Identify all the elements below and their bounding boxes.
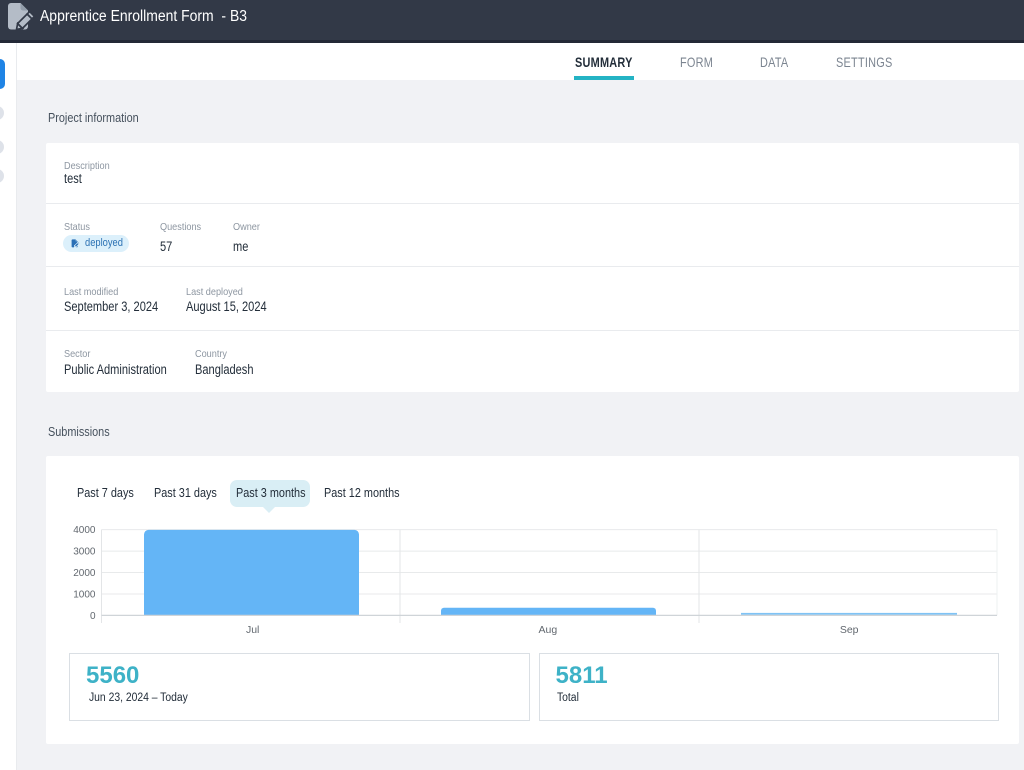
svg-text:2000: 2000: [73, 568, 96, 579]
svg-text:Aug: Aug: [539, 624, 558, 636]
svg-text:4000: 4000: [73, 525, 96, 536]
svg-text:Sep: Sep: [840, 624, 859, 636]
svg-text:0: 0: [90, 611, 96, 622]
svg-text:Jul: Jul: [246, 624, 259, 636]
svg-text:3000: 3000: [73, 547, 96, 558]
svg-text:1000: 1000: [73, 589, 96, 600]
